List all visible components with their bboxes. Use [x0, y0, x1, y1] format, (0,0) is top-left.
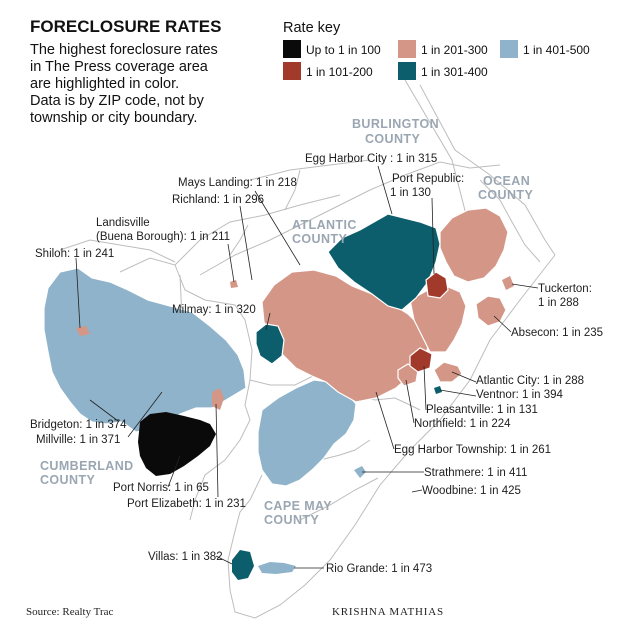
county-ocean-line-1: OCEAN — [483, 174, 530, 188]
label-rio-grande: Rio Grande: 1 in 473 — [326, 563, 432, 575]
region-strathmere — [354, 466, 366, 478]
region-atlantic-city — [433, 361, 463, 383]
county-labels: BURLINGTON COUNTY OCEAN COUNTY ATLANTIC … — [40, 117, 533, 527]
label-strathmere: Strathmere: 1 in 411 — [424, 467, 527, 479]
region-absecon — [475, 295, 507, 327]
region-rio-grande — [258, 562, 296, 574]
source-note: Source: Realty Trac — [26, 606, 113, 618]
label-port-republic-line-2: 1 in 130 — [390, 187, 431, 199]
intro-line-1: The highest foreclosure rates — [30, 42, 218, 58]
key-label-201-300: 1 in 201-300 — [421, 43, 488, 57]
county-cumberland-line-1: CUMBERLAND — [40, 459, 134, 473]
map-title: FORECLOSURE RATES — [30, 17, 221, 36]
label-tuckerton-line-1: Tuckerton: — [538, 283, 592, 295]
county-cape-may-line-1: CAPE MAY — [264, 499, 332, 513]
title-block: FORECLOSURE RATES The highest foreclosur… — [30, 17, 221, 126]
county-burlington-line-1: BURLINGTON — [352, 117, 439, 131]
region-woodbine — [257, 379, 357, 487]
region-ventnor — [434, 386, 442, 394]
region-landisville — [230, 280, 238, 288]
label-egg-harbor-township: Egg Harbor Township: 1 in 261 — [394, 444, 551, 456]
label-richland: Richland: 1 in 296 — [172, 194, 264, 206]
key-swatch-101-200 — [283, 62, 301, 80]
key-swatch-301-400 — [398, 62, 416, 80]
label-villas: Villas: 1 in 382 — [148, 551, 223, 563]
label-port-elizabeth: Port Elizabeth: 1 in 231 — [127, 498, 246, 510]
label-ventnor: Ventnor: 1 in 394 — [476, 389, 564, 401]
label-millville: Millville: 1 in 371 — [36, 434, 120, 446]
label-port-norris: Port Norris: 1 in 65 — [113, 482, 209, 494]
county-atlantic-line-1: ATLANTIC — [292, 218, 357, 232]
rate-regions-401-500 — [43, 267, 366, 574]
label-absecon: Absecon: 1 in 235 — [511, 327, 603, 339]
key-label-101-200: 1 in 101-200 — [306, 65, 373, 79]
credit-line: KRISHNA MATHIAS — [332, 606, 444, 618]
key-swatch-401-500 — [500, 40, 518, 58]
label-pleasantville: Pleasantville: 1 in 131 — [426, 404, 538, 416]
label-bridgeton: Bridgeton: 1 in 374 — [30, 419, 127, 431]
label-mays-landing: Mays Landing: 1 in 218 — [178, 177, 297, 189]
region-shiloh — [76, 326, 90, 336]
key-swatch-up-to-100 — [283, 40, 301, 58]
region-port-elizabeth — [212, 388, 224, 410]
region-tuckerton — [502, 276, 514, 290]
key-label-401-500: 1 in 401-500 — [523, 43, 590, 57]
key-label-301-400: 1 in 301-400 — [421, 65, 488, 79]
region-bridgeton-millville — [43, 267, 247, 433]
label-landisville-line-2: (Buena Borough): 1 in 211 — [96, 231, 230, 243]
intro-line-2: in The Press coverage area — [30, 59, 209, 75]
rate-regions-101-200 — [409, 271, 449, 373]
region-pleasantville — [409, 347, 433, 373]
key-swatch-201-300 — [398, 40, 416, 58]
region-port-republic — [425, 271, 449, 299]
label-milmay: Milmay: 1 in 320 — [172, 304, 256, 316]
place-labels: Egg Harbor City : 1 in 315 Port Republic… — [30, 153, 603, 575]
label-woodbine: Woodbine: 1 in 425 — [422, 485, 521, 497]
leader-lines — [75, 165, 539, 569]
label-northfield: Northfield: 1 in 224 — [414, 418, 511, 430]
intro-line-4: Data is by ZIP code, not by — [30, 93, 205, 109]
county-burlington-line-2: COUNTY — [365, 132, 420, 146]
rate-regions-up-to-100 — [138, 412, 216, 476]
label-port-republic-line-1: Port Republic: — [392, 173, 464, 185]
region-northfield — [397, 363, 419, 387]
label-shiloh: Shiloh: 1 in 241 — [35, 248, 114, 260]
label-landisville-line-1: Landisville — [96, 217, 150, 229]
region-port-republic-area — [439, 207, 509, 283]
rate-key-heading: Rate key — [283, 20, 341, 36]
region-egg-harbor-city — [327, 213, 441, 311]
label-tuckerton-line-2: 1 in 288 — [538, 297, 579, 309]
region-villas — [232, 550, 254, 580]
intro-line-3: are highlighted in color. — [30, 76, 179, 92]
county-ocean-line-2: COUNTY — [478, 188, 533, 202]
rate-regions-301-400 — [232, 213, 442, 580]
label-egg-harbor-city: Egg Harbor City : 1 in 315 — [305, 153, 437, 165]
region-milmay — [255, 323, 285, 365]
county-atlantic-line-2: COUNTY — [292, 232, 347, 246]
region-port-norris — [138, 412, 216, 476]
footer: Source: Realty Trac KRISHNA MATHIAS — [26, 606, 444, 618]
intro-line-5: township or city boundary. — [30, 110, 197, 126]
label-atlantic-city: Atlantic City: 1 in 288 — [476, 375, 584, 387]
county-cape-may-line-2: COUNTY — [264, 513, 319, 527]
rate-key: Rate key Up to 1 in 100 1 in 101-200 1 i… — [283, 20, 590, 80]
county-cumberland-line-2: COUNTY — [40, 473, 95, 487]
key-label-up-to-100: Up to 1 in 100 — [306, 43, 381, 57]
